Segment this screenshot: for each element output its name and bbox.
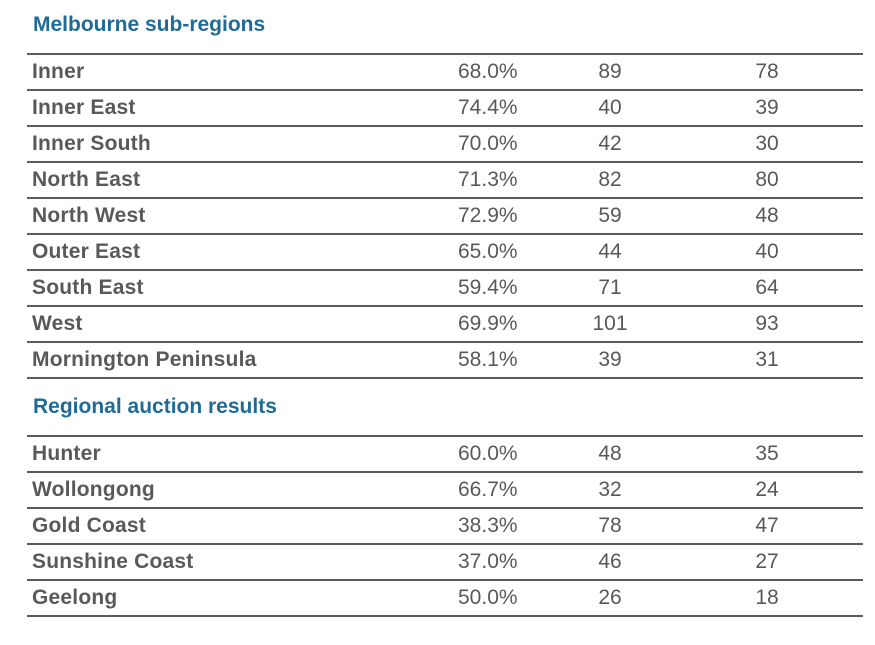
clearance-rate: 58.1% <box>458 348 518 371</box>
clearance-rate: 59.4% <box>458 276 518 299</box>
table-row: North West 72.9% 59 48 <box>27 199 863 235</box>
table-row: Sunshine Coast 37.0% 46 27 <box>27 545 863 581</box>
region-name: North West <box>32 204 146 227</box>
clearance-rate: 66.7% <box>458 478 518 501</box>
table-row: Mornington Peninsula 58.1% 39 31 <box>27 343 863 379</box>
table-row: Inner South 70.0% 42 30 <box>27 127 863 163</box>
melbourne-section-title: Melbourne sub-regions <box>33 13 266 36</box>
value-col-2: 18 <box>755 586 779 609</box>
table-row: South East 59.4% 71 64 <box>27 271 863 307</box>
clearance-rate: 69.9% <box>458 312 518 335</box>
value-col-1: 46 <box>598 550 622 573</box>
melbourne-table: Inner 68.0% 89 78 Inner East 74.4% 40 39… <box>27 53 863 379</box>
region-name: Outer East <box>32 240 141 263</box>
region-name: Hunter <box>32 442 101 465</box>
clearance-rate: 38.3% <box>458 514 518 537</box>
clearance-rate: 74.4% <box>458 96 518 119</box>
regional-section-title: Regional auction results <box>33 395 277 418</box>
value-col-1: 48 <box>598 442 622 465</box>
region-name: Inner South <box>32 132 151 155</box>
table-row: Gold Coast 38.3% 78 47 <box>27 509 863 545</box>
region-name: North East <box>32 168 141 191</box>
clearance-rate: 70.0% <box>458 132 518 155</box>
value-col-2: 64 <box>755 276 779 299</box>
value-col-2: 47 <box>755 514 779 537</box>
region-name: Sunshine Coast <box>32 550 194 573</box>
value-col-2: 35 <box>755 442 779 465</box>
table-row: Inner East 74.4% 40 39 <box>27 91 863 127</box>
region-name: Inner East <box>32 96 136 119</box>
value-col-2: 40 <box>755 240 779 263</box>
value-col-1: 39 <box>598 348 622 371</box>
region-name: South East <box>32 276 144 299</box>
value-col-2: 31 <box>755 348 779 371</box>
clearance-rate: 65.0% <box>458 240 518 263</box>
clearance-rate: 37.0% <box>458 550 518 573</box>
table-row: Wollongong 66.7% 32 24 <box>27 473 863 509</box>
table-row: Inner 68.0% 89 78 <box>27 55 863 91</box>
value-col-1: 44 <box>598 240 622 263</box>
value-col-2: 27 <box>755 550 779 573</box>
clearance-rate: 50.0% <box>458 586 518 609</box>
table-row: North East 71.3% 82 80 <box>27 163 863 199</box>
value-col-1: 89 <box>598 60 622 83</box>
clearance-rate: 60.0% <box>458 442 518 465</box>
value-col-1: 32 <box>598 478 622 501</box>
value-col-1: 59 <box>598 204 622 227</box>
clearance-rate: 68.0% <box>458 60 518 83</box>
value-col-1: 26 <box>598 586 622 609</box>
value-col-1: 42 <box>598 132 622 155</box>
value-col-2: 93 <box>755 312 779 335</box>
region-name: Inner <box>32 60 85 83</box>
region-name: West <box>32 312 83 335</box>
region-name: Wollongong <box>32 478 155 501</box>
table-row: Outer East 65.0% 44 40 <box>27 235 863 271</box>
value-col-1: 40 <box>598 96 622 119</box>
value-col-2: 24 <box>755 478 779 501</box>
regional-table: Hunter 60.0% 48 35 Wollongong 66.7% 32 2… <box>27 435 863 617</box>
value-col-2: 78 <box>755 60 779 83</box>
region-name: Gold Coast <box>32 514 147 537</box>
value-col-1: 82 <box>598 168 622 191</box>
value-col-2: 80 <box>755 168 779 191</box>
table-row: West 69.9% 101 93 <box>27 307 863 343</box>
value-col-1: 71 <box>598 276 622 299</box>
value-col-1: 78 <box>598 514 622 537</box>
clearance-rate: 71.3% <box>458 168 518 191</box>
value-col-2: 30 <box>755 132 779 155</box>
region-name: Geelong <box>32 586 118 609</box>
value-col-2: 48 <box>755 204 779 227</box>
value-col-2: 39 <box>755 96 779 119</box>
region-name: Mornington Peninsula <box>32 348 257 371</box>
value-col-1: 101 <box>592 312 628 335</box>
clearance-rate: 72.9% <box>458 204 518 227</box>
table-row: Hunter 60.0% 48 35 <box>27 437 863 473</box>
table-row: Geelong 50.0% 26 18 <box>27 581 863 617</box>
